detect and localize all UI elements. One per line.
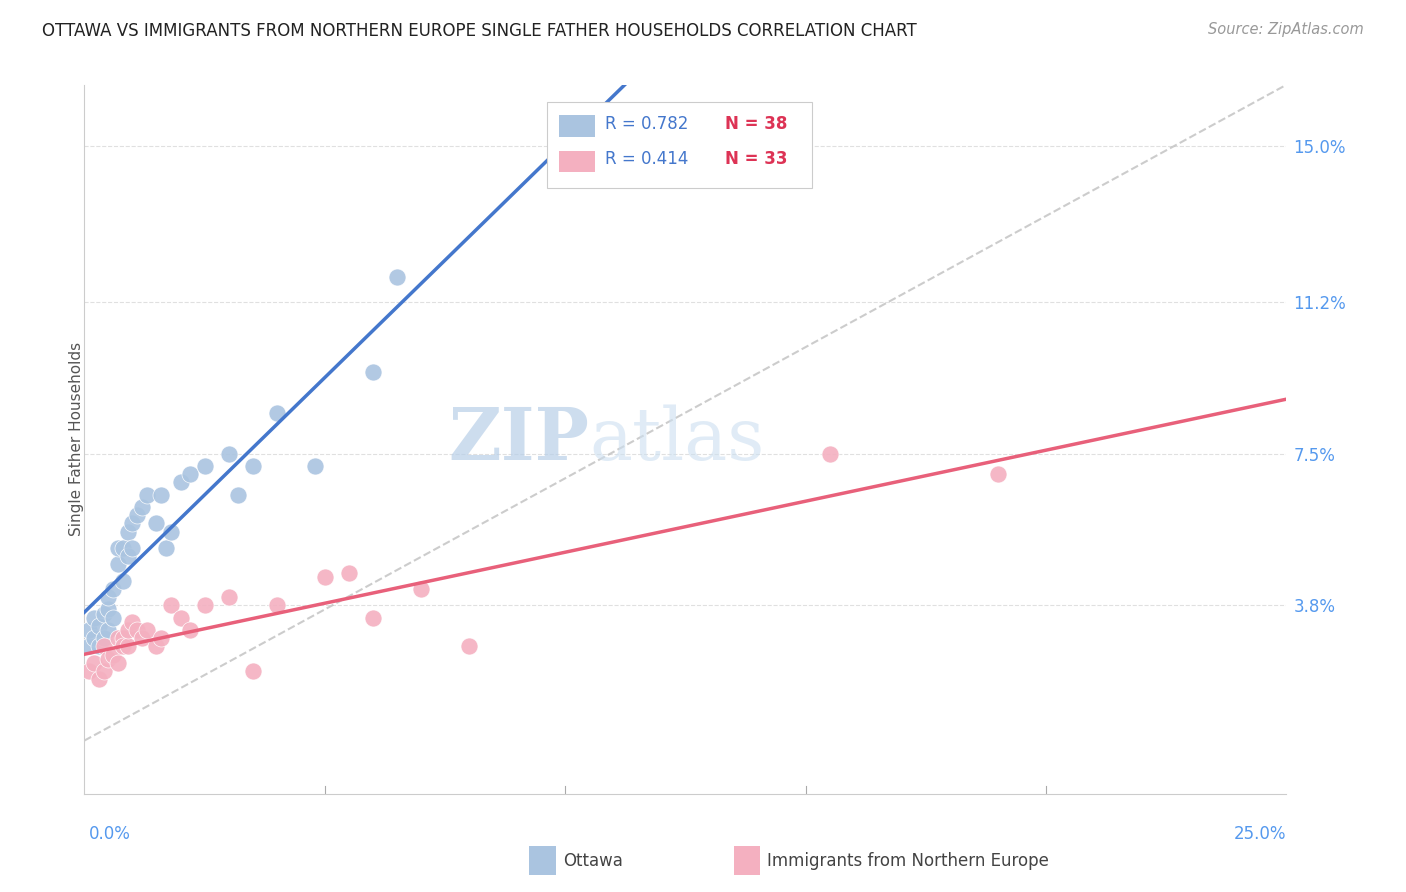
Point xyxy=(77,623,100,637)
Point xyxy=(266,406,288,420)
Point xyxy=(93,631,115,645)
Point xyxy=(93,640,115,654)
Point xyxy=(194,599,217,613)
Point xyxy=(131,631,153,645)
Point xyxy=(117,524,139,539)
Point xyxy=(77,640,100,654)
Text: Ottawa: Ottawa xyxy=(562,852,623,871)
Point xyxy=(97,602,120,616)
Point xyxy=(226,488,249,502)
Point xyxy=(111,541,134,555)
Point xyxy=(218,590,240,604)
Point xyxy=(145,516,167,531)
Point xyxy=(194,458,217,473)
Point xyxy=(458,640,481,654)
Bar xyxy=(560,151,595,172)
Bar xyxy=(734,846,761,875)
Point xyxy=(107,541,129,555)
Point xyxy=(266,599,288,613)
Point xyxy=(127,508,149,523)
Point xyxy=(121,516,143,531)
Point xyxy=(169,610,191,624)
Point xyxy=(987,467,1010,482)
Point xyxy=(361,365,384,379)
Text: R = 0.782: R = 0.782 xyxy=(605,115,689,133)
Text: 25.0%: 25.0% xyxy=(1234,825,1286,843)
Point xyxy=(97,651,120,665)
Text: N = 33: N = 33 xyxy=(725,150,787,169)
Point xyxy=(107,656,129,670)
Point xyxy=(77,664,100,678)
Point xyxy=(242,664,264,678)
Point xyxy=(103,582,125,596)
Point xyxy=(160,524,183,539)
Point xyxy=(97,623,120,637)
Point xyxy=(117,549,139,563)
Text: ZIP: ZIP xyxy=(449,404,589,475)
Point xyxy=(111,631,134,645)
Point xyxy=(87,672,110,686)
Point xyxy=(87,619,110,633)
Point xyxy=(87,640,110,654)
Point xyxy=(103,648,125,662)
Point xyxy=(409,582,432,596)
Y-axis label: Single Father Households: Single Father Households xyxy=(69,343,83,536)
Point xyxy=(103,610,125,624)
Text: 0.0%: 0.0% xyxy=(89,825,131,843)
Bar xyxy=(560,115,595,136)
Point xyxy=(111,640,134,654)
Point xyxy=(131,500,153,514)
Point xyxy=(107,558,129,572)
Point xyxy=(179,467,201,482)
Point xyxy=(337,566,360,580)
Point xyxy=(107,631,129,645)
Text: Immigrants from Northern Europe: Immigrants from Northern Europe xyxy=(768,852,1049,871)
Point xyxy=(83,610,105,624)
Point xyxy=(135,488,157,502)
Point xyxy=(169,475,191,490)
Point xyxy=(818,447,841,461)
Text: Source: ZipAtlas.com: Source: ZipAtlas.com xyxy=(1208,22,1364,37)
Text: R = 0.414: R = 0.414 xyxy=(605,150,689,169)
Point xyxy=(361,610,384,624)
Point xyxy=(304,458,326,473)
Point xyxy=(111,574,134,588)
Point xyxy=(385,270,408,285)
Point xyxy=(97,590,120,604)
Point xyxy=(150,488,173,502)
Point xyxy=(117,623,139,637)
Point xyxy=(121,541,143,555)
Point xyxy=(155,541,177,555)
Point xyxy=(242,458,264,473)
Point xyxy=(83,631,105,645)
FancyBboxPatch shape xyxy=(547,103,811,187)
Text: OTTAWA VS IMMIGRANTS FROM NORTHERN EUROPE SINGLE FATHER HOUSEHOLDS CORRELATION C: OTTAWA VS IMMIGRANTS FROM NORTHERN EUROP… xyxy=(42,22,917,40)
Point xyxy=(117,640,139,654)
Point xyxy=(145,640,167,654)
Text: atlas: atlas xyxy=(589,404,765,475)
Point xyxy=(160,599,183,613)
Text: N = 38: N = 38 xyxy=(725,115,787,133)
Point xyxy=(135,623,157,637)
Point xyxy=(93,607,115,621)
Point xyxy=(121,615,143,629)
Point xyxy=(179,623,201,637)
Bar xyxy=(529,846,555,875)
Point xyxy=(83,656,105,670)
Point xyxy=(218,447,240,461)
Point xyxy=(93,664,115,678)
Point xyxy=(314,569,336,583)
Point xyxy=(127,623,149,637)
Point xyxy=(150,631,173,645)
